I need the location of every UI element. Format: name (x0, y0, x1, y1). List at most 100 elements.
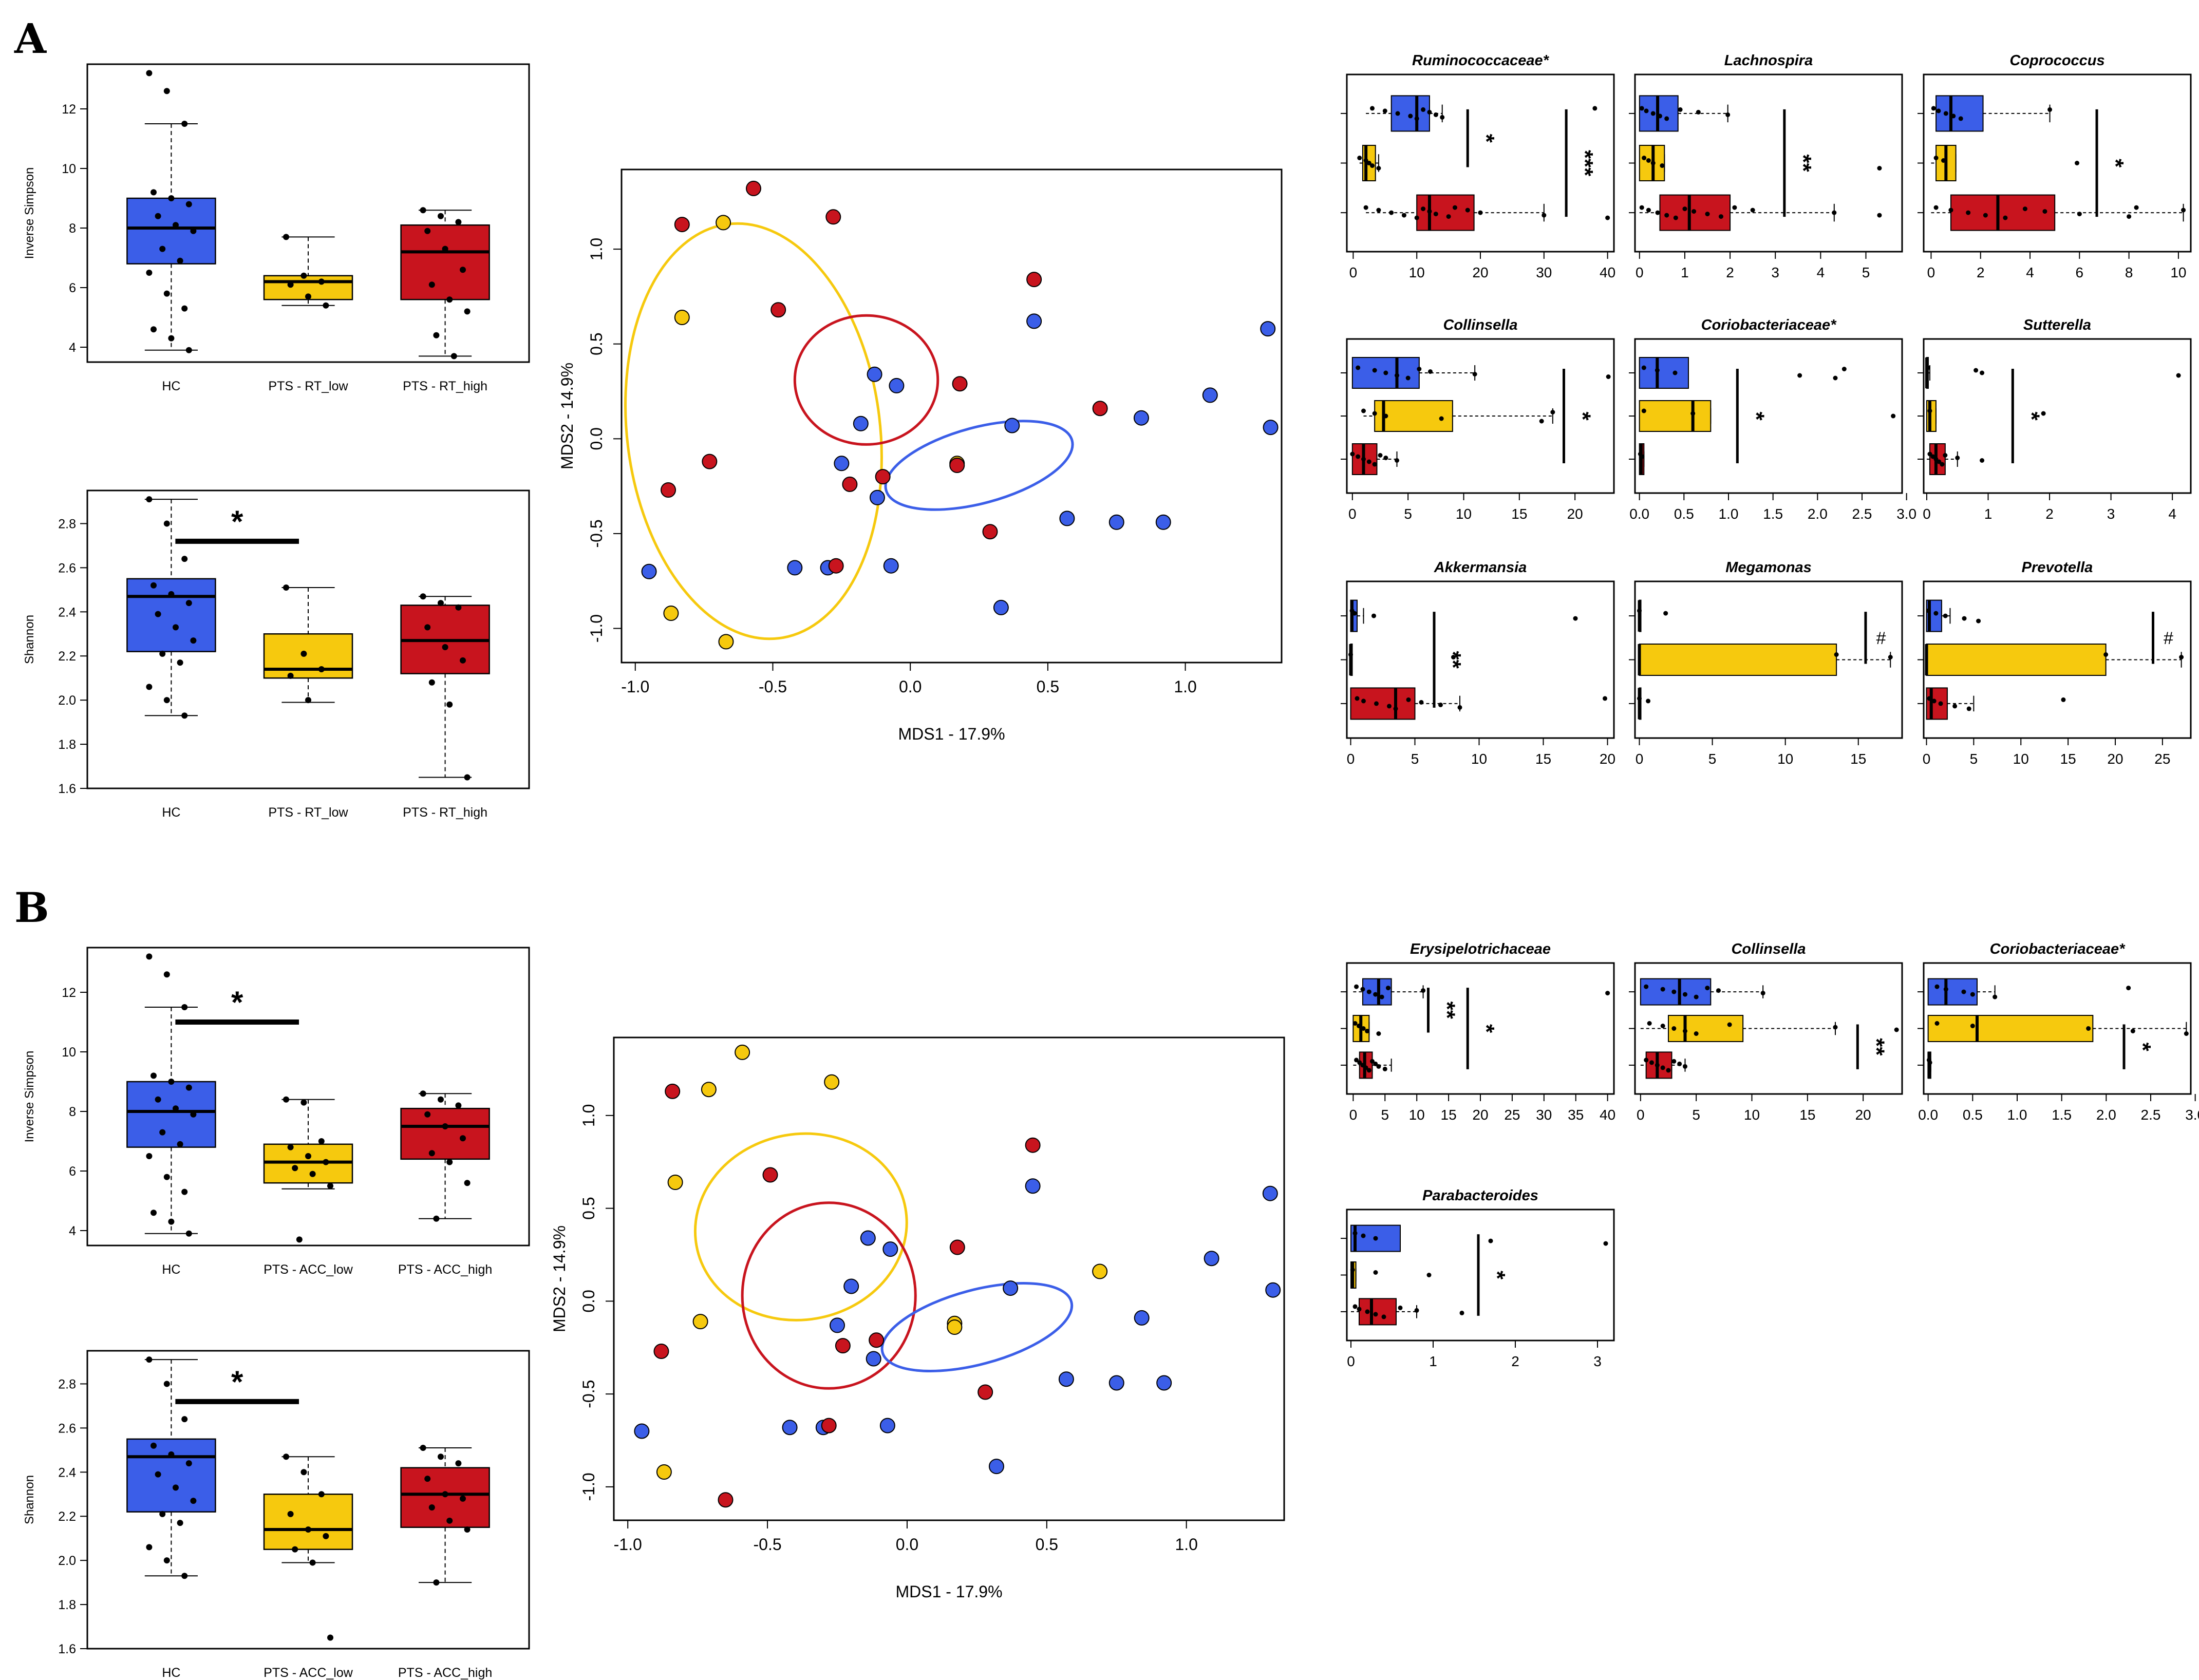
x-category-label: HC (162, 805, 180, 820)
y-tick-label: 2.0 (58, 693, 76, 708)
data-point (1433, 212, 1438, 217)
x-category-label: PTS - ACC_high (398, 1262, 492, 1277)
data-point (1993, 994, 1998, 999)
data-point (159, 246, 166, 252)
x-tick-label: 10 (1744, 1107, 1760, 1123)
point-HC (843, 1278, 859, 1294)
data-point (1660, 987, 1665, 992)
data-point (1760, 991, 1765, 996)
data-point (1934, 1021, 1940, 1026)
point-HC (1058, 1371, 1074, 1387)
x-tick-label: 2.0 (2096, 1107, 2116, 1123)
data-point (163, 1174, 170, 1180)
box-HC (126, 1081, 216, 1148)
data-point (1421, 107, 1426, 112)
point-HC (879, 1418, 895, 1433)
y-tick-label: 8 (69, 221, 76, 236)
data-point (1637, 696, 1642, 701)
data-point (1727, 1022, 1732, 1027)
data-point (420, 1445, 426, 1451)
data-point (1446, 214, 1451, 219)
data-point (1406, 697, 1411, 702)
data-point (146, 70, 153, 77)
data-point (464, 1180, 471, 1186)
data-point (296, 1236, 303, 1243)
point-HC (883, 558, 899, 574)
data-point (1408, 114, 1413, 119)
x-tick-label: 0.5 (1037, 677, 1059, 696)
data-point (181, 305, 188, 312)
y-tick-label: 2.2 (58, 1509, 76, 1524)
data-point (1352, 1021, 1358, 1026)
data-point (2022, 206, 2027, 212)
point-high (982, 524, 998, 540)
data-point (146, 496, 153, 503)
y-tick-label: 2.2 (58, 649, 76, 664)
x-category-label: HC (162, 1666, 180, 1680)
data-point (163, 971, 170, 978)
box-row-1 (1639, 400, 1712, 432)
data-point (1732, 205, 1737, 210)
point-high (653, 1344, 669, 1359)
x-tick-label: 20 (1567, 506, 1583, 522)
data-point (1366, 459, 1371, 464)
data-point (168, 1218, 175, 1225)
data-point (327, 1634, 333, 1641)
box-row-1 (1639, 644, 1837, 676)
data-point (1393, 706, 1398, 711)
x-tick-label: 20 (1855, 1107, 1871, 1123)
taxon-title: Coriobacteriaceae* (1701, 317, 1837, 333)
x-tick-label: 0.0 (1918, 1107, 1938, 1123)
data-point (1646, 158, 1651, 163)
data-point (1383, 413, 1388, 419)
data-point (1682, 206, 1687, 212)
data-point (1383, 370, 1388, 375)
x-tick-label: 0 (1348, 506, 1357, 522)
data-point (283, 1454, 289, 1460)
data-point (1894, 1027, 1899, 1032)
data-point (327, 1183, 333, 1189)
data-point (163, 520, 170, 527)
x-tick-label: 3 (1771, 265, 1779, 280)
y-axis-label: Inverse Simpson (23, 167, 36, 259)
data-point (1382, 108, 1387, 114)
data-point (464, 1526, 471, 1533)
data-point (1573, 616, 1578, 621)
data-point (1970, 992, 1975, 997)
point-HC (993, 599, 1009, 615)
data-point (1427, 209, 1432, 214)
data-point (1357, 1060, 1362, 1065)
data-point (1943, 613, 1948, 618)
significance-label: ** (1440, 651, 1465, 669)
point-high (825, 209, 841, 225)
data-point (1366, 1068, 1371, 1073)
data-point (168, 1451, 175, 1458)
y-tick-label: 0.0 (587, 427, 606, 450)
data-point (1931, 699, 1937, 704)
data-point (1361, 457, 1366, 462)
data-point (1666, 1068, 1671, 1073)
data-point (1673, 215, 1678, 220)
data-point (1376, 1064, 1381, 1069)
data-point (1927, 408, 1932, 413)
box-row-2 (1359, 1298, 1397, 1326)
taxon-title: Lachnospira (1724, 52, 1813, 69)
y-tick-label: -0.5 (579, 1380, 598, 1408)
data-point (1354, 1058, 1359, 1063)
data-point (287, 281, 294, 288)
data-point (1395, 458, 1399, 463)
data-point (1657, 114, 1662, 119)
data-point (1438, 702, 1443, 707)
data-point (163, 1557, 170, 1564)
y-tick-label: 2.4 (58, 605, 76, 619)
data-point (1936, 108, 1941, 114)
data-point (1478, 210, 1483, 215)
box-PTS - ACC_high (400, 1107, 490, 1160)
x-tick-label: 2.0 (1808, 506, 1828, 522)
data-point (1690, 411, 1696, 416)
data-point (146, 953, 153, 960)
data-point (460, 1495, 466, 1502)
data-point (1373, 1270, 1378, 1275)
point-high (665, 1083, 681, 1099)
